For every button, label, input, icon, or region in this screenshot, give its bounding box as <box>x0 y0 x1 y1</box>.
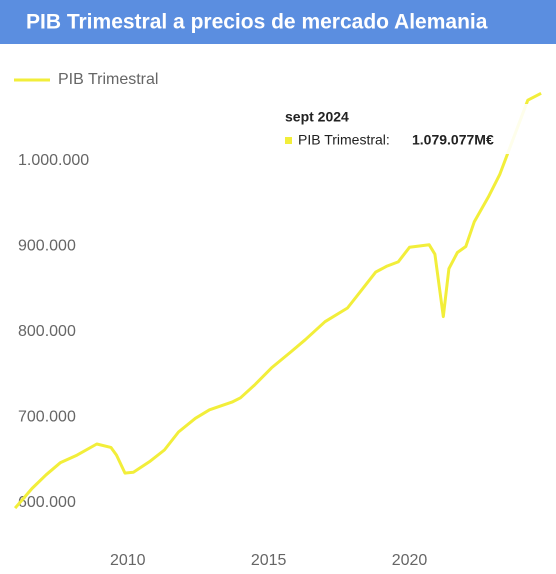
y-tick-label: 1.000.000 <box>18 152 89 169</box>
x-tick-label: 2015 <box>251 552 287 569</box>
x-tick-label: 2010 <box>110 552 146 569</box>
y-tick-label: 900.000 <box>18 238 76 255</box>
y-tick-label: 700.000 <box>18 409 76 426</box>
tooltip-label: PIB Trimestral: <box>298 132 390 148</box>
x-tick-label: 2020 <box>392 552 428 569</box>
chart-title: PIB Trimestral a precios de mercado Alem… <box>26 11 488 34</box>
title-bar <box>0 0 556 44</box>
plot: 600.000 700.000 800.000 900.000 1.000.000 201… <box>13 91 542 569</box>
tooltip-bg <box>278 104 548 154</box>
tooltip: sept 2024 PIB Trimestral: 1.079.077M€ <box>278 104 548 154</box>
line <box>13 91 542 510</box>
y-tick-label: 800.000 <box>18 323 76 340</box>
y-tick-label: 600.000 <box>18 494 76 511</box>
legend-label: PIB Trimestral <box>58 71 158 88</box>
tooltip-swatch <box>285 137 292 144</box>
tooltip-title: sept 2024 <box>285 109 349 125</box>
tooltip-value: 1.079.077M€ <box>412 132 494 148</box>
